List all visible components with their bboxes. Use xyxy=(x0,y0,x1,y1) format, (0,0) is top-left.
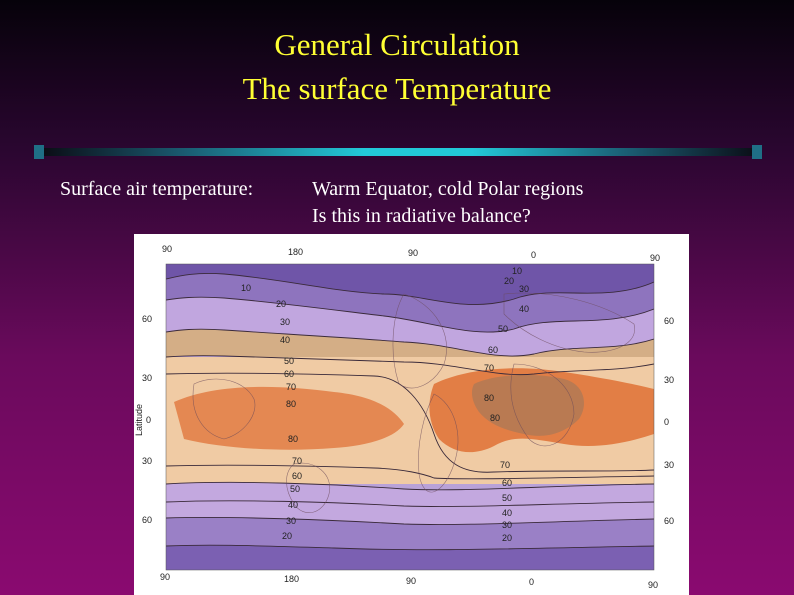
isotherm-label: 20 xyxy=(504,276,514,286)
isotherm-label: 10 xyxy=(241,283,251,293)
left-lat-label: 30 xyxy=(142,456,152,466)
top-lon-label: 180 xyxy=(288,247,303,257)
isotherm-label: 70 xyxy=(286,382,296,392)
isotherm-label: 70 xyxy=(292,456,302,466)
text-line-2: Is this in radiative balance? xyxy=(312,205,531,227)
band-purple-north xyxy=(166,273,654,333)
bottom-lon-label: 90 xyxy=(648,580,658,590)
top-lon-label: 90 xyxy=(162,244,172,254)
right-lat-label: 30 xyxy=(664,375,674,385)
top-lon-label: 90 xyxy=(650,253,660,263)
isotherm-label: 80 xyxy=(490,413,500,423)
isotherm-label: 40 xyxy=(280,335,290,345)
isotherm-label: 70 xyxy=(500,460,510,470)
right-lat-label: 30 xyxy=(664,460,674,470)
continent-outlines xyxy=(192,292,635,513)
band-orange-pacific xyxy=(174,386,404,450)
latitude-axis-label: Latitude xyxy=(134,404,144,436)
temperature-map: 90 180 90 0 90 90 180 90 0 90 60 30 0 30… xyxy=(134,234,689,595)
divider-end-right xyxy=(752,145,762,159)
isotherm-label: 30 xyxy=(280,317,290,327)
slide-title-line-2: The surface Temperature xyxy=(242,71,552,106)
isotherm-label: 30 xyxy=(286,516,296,526)
band-lavender-south xyxy=(166,482,654,525)
left-lat-label: 0 xyxy=(146,415,151,425)
isotherm-label: 80 xyxy=(286,399,296,409)
bottom-lon-label: 90 xyxy=(406,576,416,586)
left-lat-label: 30 xyxy=(142,373,152,383)
isotherm-label: 60 xyxy=(488,345,498,355)
isotherm-label: 60 xyxy=(284,369,294,379)
bottom-lon-label: 90 xyxy=(160,572,170,582)
bottom-lon-label: 180 xyxy=(284,574,299,584)
title-divider xyxy=(38,148,762,156)
isotherm-label: 30 xyxy=(519,284,529,294)
top-lon-label: 0 xyxy=(531,250,536,260)
isotherm-label: 50 xyxy=(498,324,508,334)
band-purple-south xyxy=(166,517,654,550)
text-label: Surface air temperature: xyxy=(60,178,254,200)
isotherm-label: 40 xyxy=(519,304,529,314)
isotherm-label: 50 xyxy=(290,484,300,494)
isotherm-label: 60 xyxy=(292,471,302,481)
isotherm-label: 20 xyxy=(276,299,286,309)
isotherm-label: 80 xyxy=(484,393,494,403)
slide-title-line-1: General Circulation xyxy=(274,27,520,62)
isotherm-label: 80 xyxy=(288,434,298,444)
temperature-bands xyxy=(166,264,654,570)
left-lat-label: 60 xyxy=(142,515,152,525)
band-brown-africa xyxy=(471,374,584,436)
isotherm-label: 70 xyxy=(484,363,494,373)
temperature-map-figure: 90 180 90 0 90 90 180 90 0 90 60 30 0 30… xyxy=(134,244,674,590)
isotherm-label: 10 xyxy=(512,266,522,276)
isotherm-label: 50 xyxy=(284,356,294,366)
isotherm-label: 20 xyxy=(282,531,292,541)
bottom-lon-label: 0 xyxy=(529,577,534,587)
text-line-1: Warm Equator, cold Polar regions xyxy=(312,178,584,200)
isotherm-lines xyxy=(166,273,654,551)
top-lon-label: 90 xyxy=(408,248,418,258)
divider-end-left xyxy=(34,145,44,159)
left-lat-label: 60 xyxy=(142,314,152,324)
right-lat-label: 60 xyxy=(664,516,674,526)
isotherm-label: 50 xyxy=(502,493,512,503)
band-cold-south xyxy=(166,545,654,570)
isotherm-label: 20 xyxy=(502,533,512,543)
isotherm-label: 40 xyxy=(502,508,512,518)
isotherm-label: 60 xyxy=(502,478,512,488)
band-lavender-north xyxy=(166,297,654,357)
isotherm-label: 30 xyxy=(502,520,512,530)
isotherm-label: 40 xyxy=(288,500,298,510)
right-lat-label: 60 xyxy=(664,316,674,326)
right-lat-label: 0 xyxy=(664,417,669,427)
